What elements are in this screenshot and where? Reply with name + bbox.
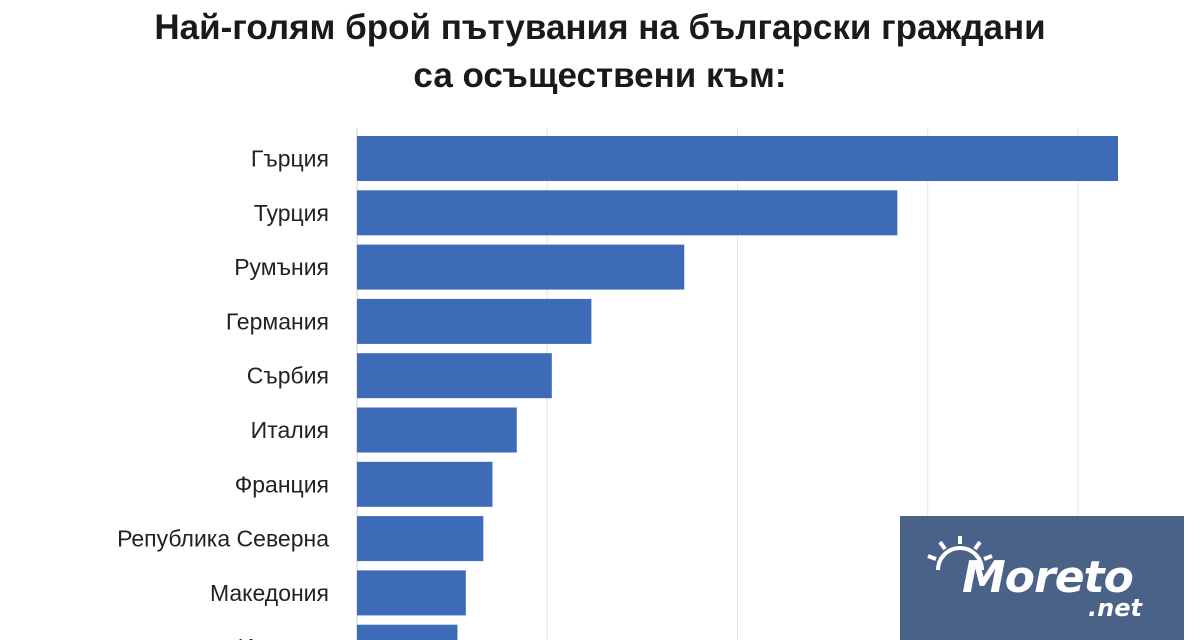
chart-title-line-1: Най-голям брой пътувания на български гр…	[154, 8, 1046, 47]
bar	[357, 244, 685, 290]
bar	[357, 407, 517, 453]
bar	[357, 570, 466, 616]
category-label: Гърция	[251, 146, 329, 172]
bar	[357, 298, 592, 344]
category-label: Испания	[238, 634, 329, 640]
bar	[357, 461, 493, 507]
bar	[357, 136, 1118, 181]
watermark-brand: Moreto	[962, 552, 1134, 603]
category-label: Македония	[210, 580, 329, 606]
chart-title: Най-голям брой пътувания на български гр…	[0, 4, 1200, 100]
category-label: Сърбия	[247, 363, 329, 389]
category-label: Италия	[251, 417, 329, 443]
sun-icon	[927, 536, 993, 571]
bars	[357, 136, 1118, 640]
bar	[357, 353, 552, 399]
bar	[357, 516, 484, 562]
bar	[357, 190, 898, 236]
category-label: Румъния	[234, 254, 329, 280]
category-label: Германия	[226, 308, 329, 334]
category-label: Франция	[235, 471, 329, 497]
chart-title-line-2: са осъществени към:	[413, 56, 787, 95]
category-label: Република Северна	[117, 526, 329, 552]
bar	[357, 624, 458, 640]
category-label: Турция	[254, 200, 329, 226]
category-labels: Гърция Турция Румъния Германия Сърбия Италия Ф…	[117, 146, 329, 640]
moreto-watermark: Moreto .net	[900, 516, 1184, 640]
watermark-domain: .net	[1088, 594, 1142, 622]
